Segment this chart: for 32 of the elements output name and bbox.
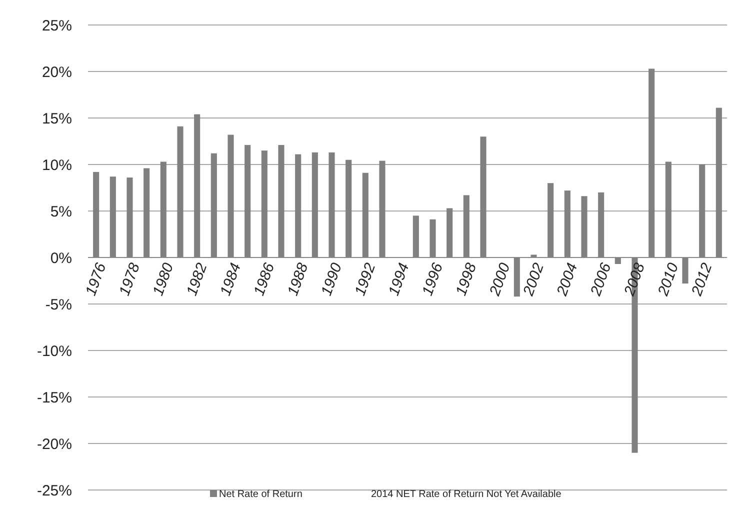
x-tick-label: 2002 [520, 260, 548, 299]
x-tick-label: 1984 [217, 260, 244, 298]
x-tick-label: 1994 [385, 260, 413, 298]
y-tick-label: -25% [36, 482, 72, 500]
y-tick-label: -20% [36, 436, 72, 453]
y-tick-label: 25% [42, 17, 72, 34]
x-tick-label: 2004 [553, 260, 582, 299]
x-tick-label: 1996 [419, 260, 447, 298]
y-tick-label: -5% [45, 296, 72, 314]
x-tick-label: 1990 [318, 260, 346, 298]
x-tick-label: 2012 [688, 260, 716, 299]
x-tick-label: 2008 [620, 260, 649, 299]
y-tick-label: 5% [50, 203, 72, 220]
x-tick-label: 2010 [654, 260, 682, 299]
y-tick-label: 10% [42, 156, 72, 174]
x-tick-label: 1976 [82, 260, 110, 298]
y-tick-label: -15% [36, 389, 72, 406]
y-tick-label: 15% [42, 110, 72, 128]
x-tick-label: 1982 [183, 260, 211, 298]
x-tick-label: 1980 [150, 260, 178, 298]
y-tick-label: 0% [50, 250, 72, 267]
x-tick-label: 1998 [452, 260, 480, 298]
x-tick-label: 1988 [284, 260, 312, 298]
x-tick-label: 1986 [250, 260, 278, 298]
x-tick-label: 2000 [486, 260, 514, 299]
annotation: 2014 NET Rate of Return Not Yet Available [371, 489, 562, 500]
x-tick-label: 1978 [116, 260, 144, 298]
x-tick-label: 2006 [587, 260, 615, 299]
y-tick-label: 20% [42, 64, 72, 81]
legend-label: Net Rate of Return [219, 489, 302, 500]
y-tick-label: -10% [36, 342, 72, 360]
x-tick-label: 1992 [352, 260, 380, 298]
